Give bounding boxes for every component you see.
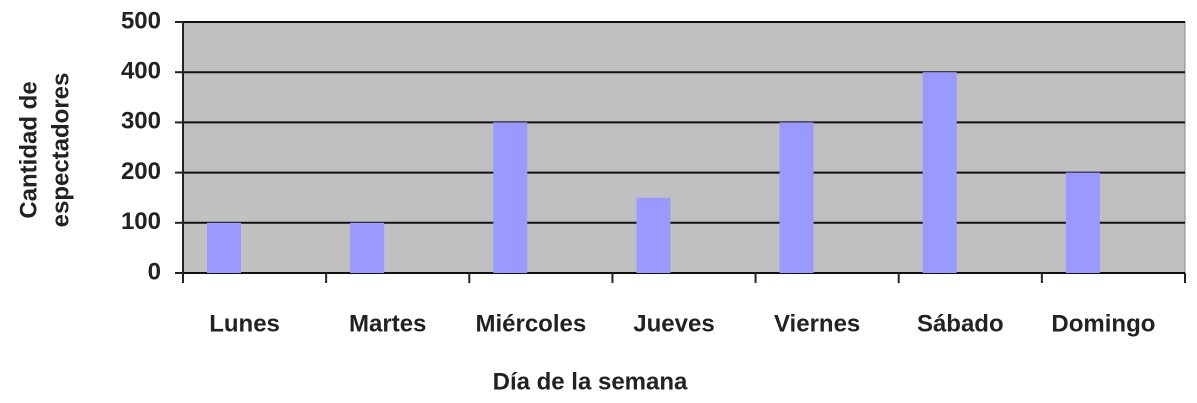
x-tick-label: Jueves	[633, 310, 714, 337]
plot-area	[182, 21, 1186, 274]
bar	[922, 72, 957, 273]
bar	[779, 122, 814, 274]
y-tick-label: 300	[121, 108, 161, 135]
x-tick-label: Miércoles	[475, 310, 586, 337]
y-tick-label: 100	[121, 208, 161, 235]
y-tick-label: 0	[148, 258, 161, 285]
y-tick-label: 200	[121, 158, 161, 185]
x-tick-label: Sábado	[917, 310, 1004, 337]
x-axis-label: Día de la semana	[493, 368, 688, 395]
y-tick-label: 500	[121, 7, 161, 34]
bar	[636, 197, 671, 273]
y-axis-label: espectadores	[47, 73, 74, 228]
bar	[493, 122, 528, 274]
x-tick-label: Domingo	[1051, 310, 1155, 337]
y-axis-label: Cantidad de	[15, 81, 42, 218]
y-tick-label: 400	[121, 58, 161, 85]
x-tick-label: Martes	[349, 310, 426, 337]
bar	[207, 222, 241, 273]
bar	[1065, 172, 1100, 273]
x-tick-label: Lunes	[209, 310, 280, 337]
x-tick-label: Viernes	[774, 310, 860, 337]
bar	[350, 222, 385, 273]
